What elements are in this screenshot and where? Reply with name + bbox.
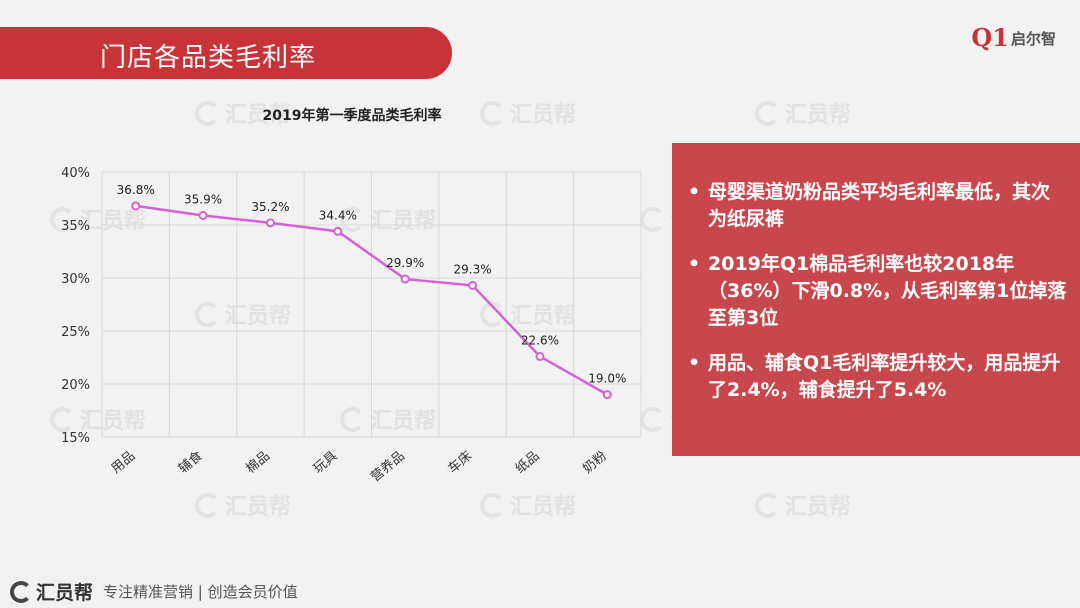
y-tick-label: 20% bbox=[61, 378, 90, 393]
data-point bbox=[468, 280, 478, 290]
y-tick-label: 15% bbox=[61, 431, 90, 446]
insight-bullet: 母婴渠道奶粉品类平均毛利率最低，其次为纸尿裤 bbox=[686, 179, 1068, 233]
x-tick-label: 奶粉 bbox=[580, 449, 610, 477]
data-point bbox=[602, 390, 612, 400]
data-label: 34.4% bbox=[319, 208, 357, 222]
y-tick-label: 30% bbox=[61, 272, 90, 287]
data-label: 19.0% bbox=[588, 372, 626, 386]
data-label: 36.8% bbox=[117, 183, 155, 197]
data-point bbox=[198, 210, 208, 220]
data-label: 35.2% bbox=[251, 200, 289, 214]
series-line bbox=[135, 204, 608, 396]
title-banner: 门店各品类毛利率 bbox=[0, 27, 452, 79]
y-tick-label: 25% bbox=[61, 325, 90, 340]
brand-name: 启尔智 bbox=[1010, 29, 1056, 48]
x-tick-label: 纸品 bbox=[513, 449, 543, 477]
x-tick-label: 车床 bbox=[445, 448, 475, 477]
chart-title: 2019年第一季度品类毛利率 bbox=[263, 107, 442, 124]
data-point bbox=[131, 201, 141, 211]
footer-slogan: 专注精准营销 | 创造会员价值 bbox=[103, 583, 298, 601]
page-title: 门店各品类毛利率 bbox=[100, 43, 317, 73]
brand-logo: Q1 启尔智 bbox=[971, 26, 1056, 50]
data-label: 29.3% bbox=[454, 262, 492, 276]
insight-bullet: 用品、辅食Q1毛利率提升较大，用品提升了2.4%，辅食提升了5.4% bbox=[686, 350, 1068, 404]
footer: 汇员帮 专注精准营销 | 创造会员价值 bbox=[10, 578, 298, 605]
x-tick-label: 棉品 bbox=[243, 449, 273, 477]
insight-panel: 母婴渠道奶粉品类平均毛利率最低，其次为纸尿裤 2019年Q1棉品毛利率也较201… bbox=[672, 143, 1080, 456]
data-point bbox=[265, 218, 275, 228]
brand-mark: Q1 bbox=[971, 23, 1009, 52]
x-tick-label: 用品 bbox=[109, 449, 139, 477]
footer-logo: 汇员帮 bbox=[36, 582, 94, 604]
x-tick-label: 玩具 bbox=[311, 449, 341, 477]
y-tick-label: 35% bbox=[61, 219, 90, 234]
data-label: 22.6% bbox=[521, 333, 559, 347]
insight-bullet: 2019年Q1棉品毛利率也较2018年（36%）下滑0.8%，从毛利率第1位掉落… bbox=[686, 251, 1068, 332]
data-point bbox=[535, 351, 545, 361]
x-tick-label: 营养品 bbox=[368, 448, 408, 485]
data-label: 35.9% bbox=[184, 192, 222, 206]
logo-icon bbox=[10, 580, 32, 603]
data-label: 29.9% bbox=[386, 256, 424, 270]
x-tick-label: 辅食 bbox=[175, 448, 205, 477]
data-point bbox=[400, 274, 410, 284]
y-tick-label: 40% bbox=[61, 166, 90, 181]
data-point bbox=[333, 226, 343, 236]
